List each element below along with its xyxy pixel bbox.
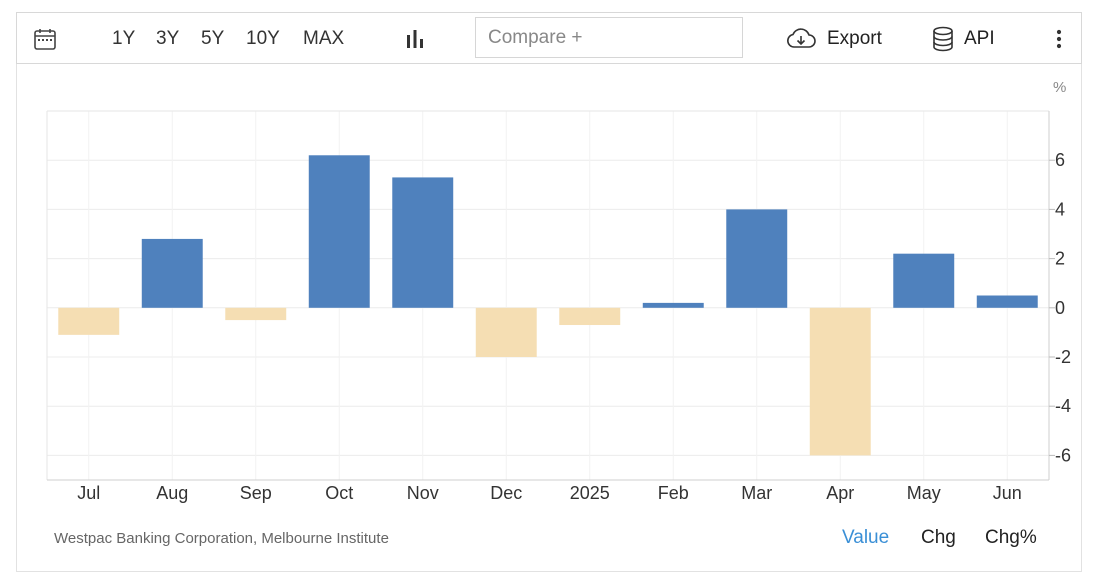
y-tick-label: -4	[1055, 396, 1071, 416]
y-tick-label: 0	[1055, 298, 1065, 318]
bar-feb	[642, 302, 704, 308]
x-tick-label: Oct	[325, 483, 353, 503]
x-tick-label: 2025	[570, 483, 610, 503]
api-label: API	[964, 28, 995, 49]
bar-chart: -6 -4 -2 0 2 4 6% Jul Aug Sep Oct Nov Dec 2025 Feb Mar A…	[46, 79, 1071, 503]
bar-sep	[225, 307, 287, 321]
y-tick-label: 2	[1055, 249, 1065, 269]
bar-aug	[141, 238, 203, 308]
bar-jun	[976, 295, 1038, 308]
compare-input[interactable]: Compare +	[475, 17, 743, 58]
tab-value[interactable]: Value	[842, 527, 890, 548]
y-tick-label: 6	[1055, 150, 1065, 170]
x-tick-label: Sep	[240, 483, 272, 503]
api-button[interactable]: API	[932, 13, 995, 65]
bar-2025	[559, 307, 621, 326]
x-tick-label: Dec	[490, 483, 522, 503]
bar-apr	[809, 307, 871, 456]
y-unit-label: %	[1053, 79, 1066, 96]
y-tick-label: -2	[1055, 347, 1071, 367]
bar-jul	[58, 307, 120, 335]
toolbar: 1Y 3Y 5Y 10Y MAX Compare + Export API	[16, 12, 1082, 64]
calendar-icon[interactable]	[31, 13, 59, 65]
x-tick-label: Feb	[658, 483, 689, 503]
y-tick-label: -6	[1055, 445, 1071, 465]
export-button[interactable]: Export	[785, 13, 882, 65]
x-tick-label: Nov	[407, 483, 439, 503]
range-5y-button[interactable]: 5Y	[201, 28, 225, 49]
range-3y-button[interactable]: 3Y	[156, 28, 180, 49]
bar-may	[893, 253, 955, 308]
x-tick-label: Aug	[156, 483, 188, 503]
x-tick-label: Jul	[77, 483, 100, 503]
x-tick-label: May	[907, 483, 941, 503]
bar-oct	[308, 155, 370, 308]
range-10y-button[interactable]: 10Y	[246, 28, 280, 49]
bar-nov	[392, 177, 454, 308]
x-tick-label: Mar	[741, 483, 772, 503]
bar-dec	[475, 307, 537, 357]
range-1y-button[interactable]: 1Y	[112, 28, 136, 49]
x-tick-label: Apr	[826, 483, 854, 503]
tab-chg-percent[interactable]: Chg%	[985, 527, 1037, 548]
x-tick-label: Jun	[993, 483, 1022, 503]
cloud-download-icon	[787, 28, 816, 48]
tab-chg[interactable]: Chg	[921, 527, 956, 548]
database-icon	[933, 26, 953, 52]
bar-chart-icon[interactable]	[403, 13, 427, 65]
bar-mar	[726, 209, 788, 308]
range-max-button[interactable]: MAX	[303, 28, 345, 49]
export-label: Export	[827, 28, 882, 49]
more-vertical-icon[interactable]	[1049, 13, 1069, 65]
source-label: Westpac Banking Corporation, Melbourne I…	[54, 530, 389, 547]
y-tick-label: 4	[1055, 199, 1065, 219]
